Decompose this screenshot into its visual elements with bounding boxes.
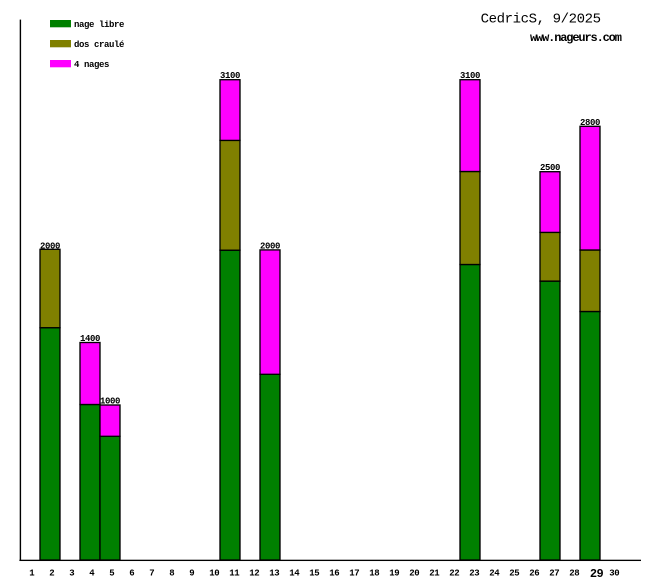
svg-text:CedricS, 9/2025: CedricS, 9/2025 (481, 12, 601, 28)
svg-text:3: 3 (69, 569, 74, 579)
svg-text:19: 19 (389, 569, 399, 579)
svg-text:12: 12 (249, 569, 259, 579)
svg-text:www.nageurs.com: www.nageurs.com (530, 31, 622, 45)
svg-text:2800: 2800 (580, 118, 600, 128)
svg-text:23: 23 (469, 569, 479, 579)
svg-text:21: 21 (429, 569, 440, 579)
svg-text:2500: 2500 (540, 163, 560, 173)
svg-text:14: 14 (289, 569, 300, 579)
svg-text:3100: 3100 (220, 71, 240, 81)
svg-text:1400: 1400 (80, 334, 100, 344)
svg-text:9: 9 (189, 569, 194, 579)
svg-text:10: 10 (209, 569, 219, 579)
svg-text:nage libre: nage libre (74, 20, 124, 30)
svg-text:30: 30 (609, 569, 619, 579)
svg-text:25: 25 (509, 569, 519, 579)
svg-text:7: 7 (149, 569, 154, 579)
svg-text:1: 1 (29, 569, 35, 579)
svg-text:11: 11 (229, 569, 240, 579)
svg-text:4 nages: 4 nages (74, 60, 109, 70)
svg-text:6: 6 (129, 569, 134, 579)
svg-text:13: 13 (269, 569, 279, 579)
svg-text:3100: 3100 (460, 71, 480, 81)
svg-text:26: 26 (529, 569, 539, 579)
svg-text:1000: 1000 (100, 397, 120, 407)
svg-text:24: 24 (489, 569, 500, 579)
svg-text:5: 5 (109, 569, 114, 579)
svg-text:2000: 2000 (260, 241, 280, 251)
svg-text:17: 17 (349, 569, 359, 579)
svg-text:20: 20 (409, 569, 419, 579)
svg-text:18: 18 (369, 569, 379, 579)
svg-text:15: 15 (309, 569, 319, 579)
svg-text:4: 4 (89, 569, 95, 579)
svg-text:16: 16 (329, 569, 339, 579)
svg-text:8: 8 (169, 569, 174, 579)
svg-text:27: 27 (549, 569, 559, 579)
svg-text:29: 29 (590, 567, 604, 580)
svg-text:28: 28 (569, 569, 579, 579)
svg-text:2: 2 (49, 569, 54, 579)
svg-text:22: 22 (449, 569, 459, 579)
svg-text:2000: 2000 (40, 241, 60, 251)
svg-text:dos craulé: dos craulé (74, 40, 124, 50)
